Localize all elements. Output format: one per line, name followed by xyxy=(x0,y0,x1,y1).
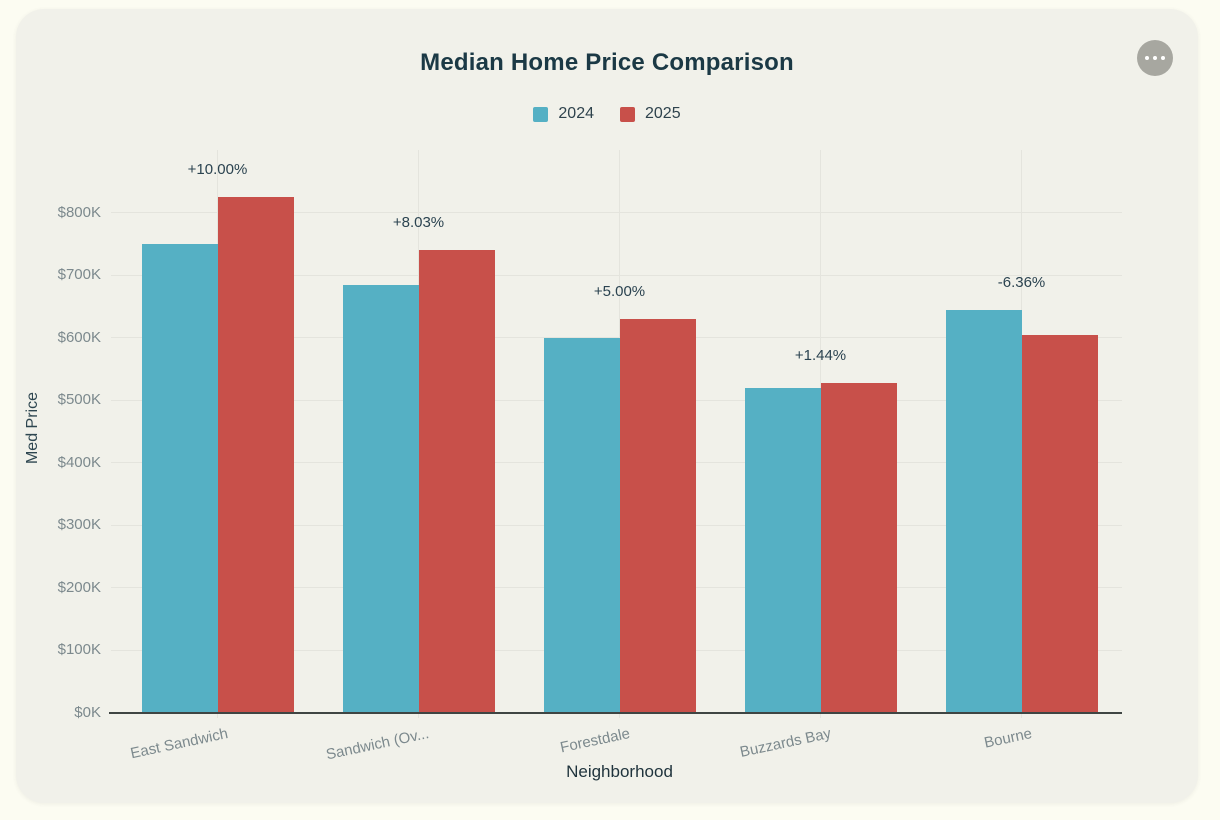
bar-2024-Buzzards Bay xyxy=(744,387,821,713)
y-tick-label: $500K xyxy=(57,391,101,409)
x-axis-baseline xyxy=(109,712,1122,714)
legend-item-2024[interactable]: 2024 xyxy=(533,105,594,123)
bar-2025-Bourne xyxy=(1021,335,1098,713)
plot-area: Neighborhood Med Price $0K $100K $200K $300… xyxy=(24,150,1122,781)
y-tick-label: $200K xyxy=(57,578,101,596)
legend-swatch-2025 xyxy=(620,106,635,122)
bar-2024-Sandwich (Ov... xyxy=(342,284,419,713)
pct-change-label: +1.44% xyxy=(794,347,847,365)
x-axis-title: Neighborhood xyxy=(566,762,673,781)
legend-label-2024: 2024 xyxy=(558,105,594,122)
legend-swatch-2024 xyxy=(533,106,549,122)
y-tick-label: $400K xyxy=(57,453,101,471)
bar-2025-Sandwich (Ov... xyxy=(418,250,495,713)
y-gridline xyxy=(111,274,1122,276)
chart-card: Median Home Price Comparison 2024 2025 Ne… xyxy=(16,9,1198,803)
bar-2025-East Sandwich xyxy=(217,196,294,713)
bar-2024-Forestdale xyxy=(543,337,620,713)
legend-label-2025: 2025 xyxy=(645,105,681,122)
y-gridline xyxy=(111,212,1122,214)
legend-item-2025[interactable]: 2025 xyxy=(620,105,681,123)
y-tick-label: $600K xyxy=(57,328,101,346)
pct-change-label: +5.00% xyxy=(593,282,646,300)
bar-2025-Buzzards Bay xyxy=(820,383,897,713)
bar-2024-Bourne xyxy=(945,309,1022,713)
y-tick-label: $800K xyxy=(57,203,101,221)
y-tick-label: $700K xyxy=(57,266,101,284)
y-tick-label: $100K xyxy=(57,641,101,659)
y-tick-label: $0K xyxy=(74,704,101,721)
ellipsis-icon xyxy=(1145,56,1165,60)
bar-2024-East Sandwich xyxy=(141,243,218,713)
pct-change-label: +10.00% xyxy=(187,160,248,178)
pct-change-label: -6.36% xyxy=(997,273,1046,291)
chart-title: Median Home Price Comparison xyxy=(420,49,794,76)
more-options-button[interactable] xyxy=(1137,40,1173,76)
y-tick-label: $300K xyxy=(57,516,101,534)
pct-change-label: +8.03% xyxy=(392,214,445,232)
bar-2025-Forestdale xyxy=(619,318,696,713)
legend: 2024 2025 xyxy=(16,105,1198,123)
